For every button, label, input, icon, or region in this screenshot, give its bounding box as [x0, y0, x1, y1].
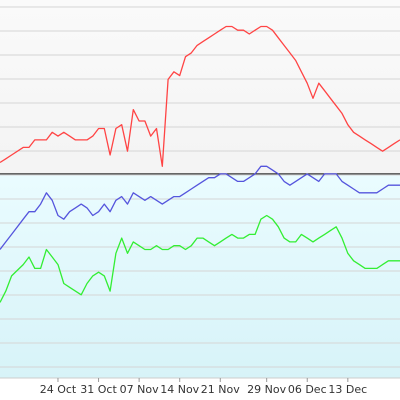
x-tick-label: 06 Dec: [288, 383, 327, 396]
series-line-1: [0, 25, 400, 167]
series-line-2: [0, 165, 400, 250]
x-tick-label: 13 Dec: [328, 383, 367, 396]
series-line-3: [0, 214, 400, 303]
x-tick-label: 14 Nov: [160, 383, 199, 396]
x-axis-ticks: 24 Oct 31 Oct 07 Nov 14 Nov 21 Nov 29 Nov 06 D…: [40, 378, 367, 396]
grid: [0, 6, 400, 368]
x-axis-strip: [0, 378, 400, 400]
lower-band: [0, 173, 400, 378]
x-tick-label: 29 Nov: [247, 383, 286, 396]
x-tick-label: 24 Oct: [40, 383, 77, 396]
x-tick-label: 07 Nov: [120, 383, 159, 396]
x-tick-label: 21 Nov: [201, 383, 240, 396]
x-tick-label: 31 Oct: [80, 383, 117, 396]
series-layer: [0, 25, 400, 303]
